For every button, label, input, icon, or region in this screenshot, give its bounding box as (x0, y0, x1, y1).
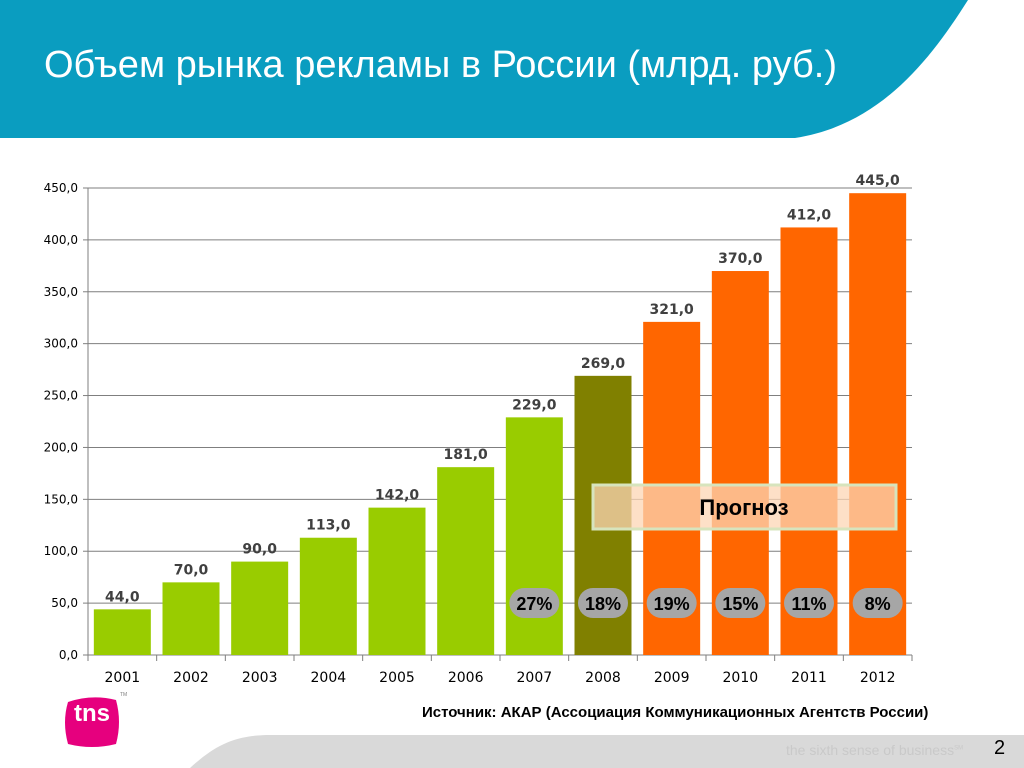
bar-2002 (162, 582, 220, 655)
y-tick-label: 400,0 (44, 233, 78, 247)
growth-label-2010: 15% (722, 594, 758, 614)
tns-logo: tns TM (62, 692, 127, 750)
tagline-mark: SM (954, 745, 964, 752)
chart-labels: 44,0 2001 70,0 2002 90,0 2003 113,0 2004 142,0 20… (105, 173, 901, 686)
footer-band-shape (190, 735, 1024, 768)
value-label-2002: 70,0 (174, 562, 209, 578)
x-tick-label-2002: 2002 (173, 670, 209, 686)
bar-2011 (780, 227, 838, 656)
x-tick-label-2008: 2008 (585, 670, 621, 686)
forecast-overlay: Прогноз (591, 483, 898, 531)
y-tick-label: 250,0 (44, 389, 78, 403)
x-tick-label-2011: 2011 (791, 670, 827, 686)
growth-pill-2012 (852, 588, 903, 618)
growth-pills: 27% 18% 19% 15% 11% 8% (509, 588, 903, 618)
x-tick-label-2005: 2005 (379, 670, 415, 686)
x-tick-label-2010: 2010 (723, 670, 759, 686)
bar-2001 (93, 609, 151, 655)
value-label-2003: 90,0 (242, 542, 277, 558)
growth-pill-2007 (509, 588, 560, 618)
forecast-box (591, 483, 898, 531)
y-tick-label: 200,0 (44, 440, 78, 454)
bar-chart: 0,0 50,0 100,0 150,0 200,0 250,0 300,0 350,0 400… (44, 173, 913, 686)
y-tick-label: 350,0 (44, 285, 78, 299)
page-number: 2 (994, 737, 1006, 759)
bar-2012 (849, 193, 907, 655)
value-label-2008: 269,0 (581, 356, 626, 372)
value-label-2012: 445,0 (856, 173, 901, 189)
tagline-text: the sixth sense of business (786, 742, 955, 758)
x-tick-label-2001: 2001 (105, 670, 141, 686)
header-banner-shape (0, 0, 968, 138)
bar-2003 (231, 561, 289, 655)
value-label-2011: 412,0 (787, 207, 832, 223)
value-label-2005: 142,0 (375, 488, 420, 504)
y-tick-label: 450,0 (44, 181, 78, 195)
x-tick-label-2003: 2003 (242, 670, 278, 686)
value-label-2010: 370,0 (718, 251, 763, 267)
growth-label-2009: 19% (654, 594, 690, 614)
bar-2005 (368, 507, 426, 655)
growth-pill-2009 (646, 588, 697, 618)
y-tick-label: 50,0 (51, 596, 78, 610)
value-label-2009: 321,0 (650, 302, 695, 318)
value-label-2007: 229,0 (512, 397, 557, 413)
x-tick-label-2012: 2012 (860, 670, 896, 686)
x-tick-label-2004: 2004 (311, 670, 347, 686)
growth-pill-2011 (784, 588, 834, 618)
growth-pill-2008 (578, 588, 628, 618)
tns-logo-mark: TM (120, 692, 128, 698)
y-tick-label: 300,0 (44, 337, 78, 351)
growth-label-2007: 27% (516, 594, 552, 614)
slide-title: Объем рынка рекламы в России (млрд. руб.… (44, 44, 838, 86)
value-label-2006: 181,0 (444, 447, 489, 463)
growth-label-2012: 8% (865, 594, 891, 614)
forecast-label: Прогноз (699, 495, 788, 520)
tns-logo-shape (65, 697, 119, 747)
y-tick-label: 150,0 (44, 492, 78, 506)
x-tick-label-2006: 2006 (448, 670, 484, 686)
bar-2004 (299, 537, 357, 655)
x-tick-label-2009: 2009 (654, 670, 690, 686)
bar-2006 (437, 467, 495, 655)
growth-label-2011: 11% (791, 594, 826, 614)
value-label-2004: 113,0 (306, 518, 351, 534)
y-tick-label: 0,0 (59, 648, 78, 662)
growth-pill-2010 (715, 588, 766, 618)
y-tick-label: 100,0 (44, 544, 78, 558)
source-note: Источник: АКАР (Ассоциация Коммуникацион… (422, 704, 929, 721)
value-label-2001: 44,0 (105, 589, 140, 605)
tns-logo-text: tns (74, 700, 110, 727)
tagline: the sixth sense of businessSM (786, 742, 963, 758)
growth-label-2008: 18% (585, 594, 621, 614)
x-tick-label-2007: 2007 (517, 670, 553, 686)
